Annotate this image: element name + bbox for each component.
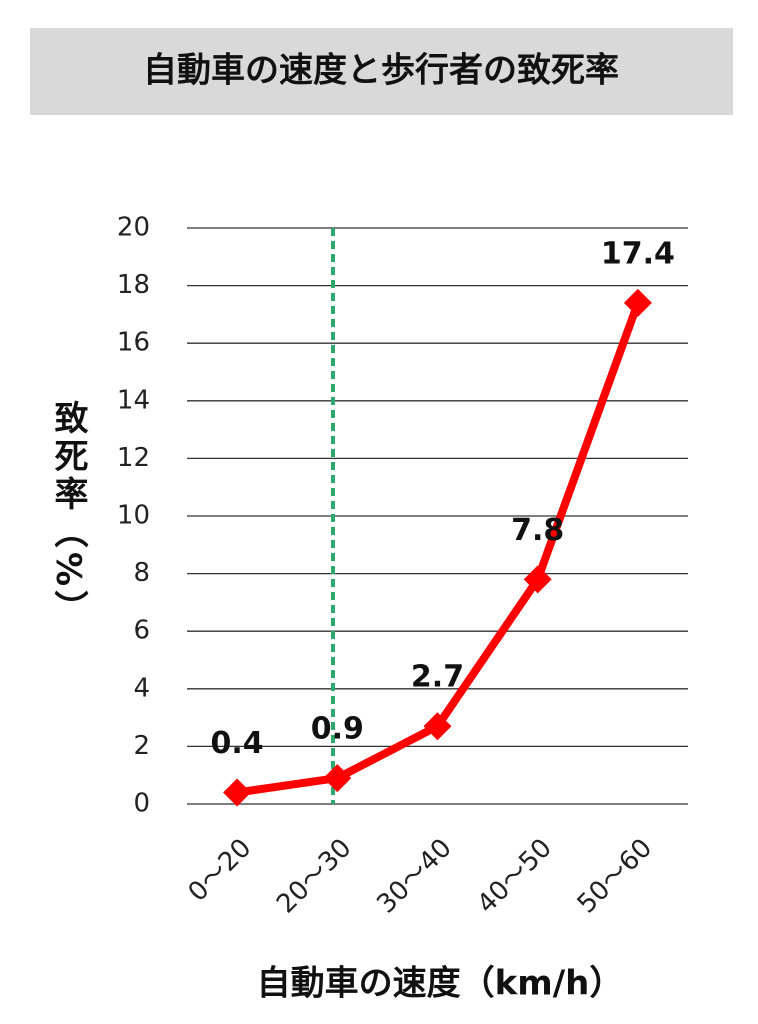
y-tick-label: 4 xyxy=(133,673,150,703)
x-tick-label: 40〜50 xyxy=(472,833,558,919)
x-axis-label: 自動車の速度（km/h） xyxy=(257,964,624,1004)
x-tick-label: 30〜40 xyxy=(371,833,457,919)
data-label: 2.7 xyxy=(411,660,464,695)
data-marker xyxy=(623,288,652,317)
y-tick-label: 2 xyxy=(133,731,150,761)
x-tick-label: 20〜30 xyxy=(271,833,357,919)
y-tick-label: 16 xyxy=(117,328,150,358)
y-tick-label: 10 xyxy=(117,501,150,531)
y-tick-label: 6 xyxy=(133,616,150,646)
data-label: 0.4 xyxy=(211,726,264,761)
y-tick-label: 20 xyxy=(117,213,150,243)
y-tick-label: 0 xyxy=(133,789,150,819)
data-label: 7.8 xyxy=(511,513,564,548)
y-axis-label: 致死率（%） xyxy=(48,400,88,629)
y-tick-label: 12 xyxy=(117,443,150,473)
data-marker xyxy=(423,712,452,741)
x-tick-label: 0〜20 xyxy=(183,833,258,908)
data-label: 0.9 xyxy=(311,712,364,747)
title-box xyxy=(30,28,733,115)
data-marker xyxy=(223,778,252,807)
data-marker xyxy=(523,565,552,594)
y-tick-label: 18 xyxy=(117,270,150,300)
x-tick-label: 50〜60 xyxy=(572,833,658,919)
chart-title: 自動車の速度と歩行者の致死率 xyxy=(143,51,619,91)
data-label: 17.4 xyxy=(601,236,675,271)
y-tick-label: 14 xyxy=(117,385,150,415)
y-tick-label: 8 xyxy=(133,558,150,588)
data-marker xyxy=(323,764,352,793)
